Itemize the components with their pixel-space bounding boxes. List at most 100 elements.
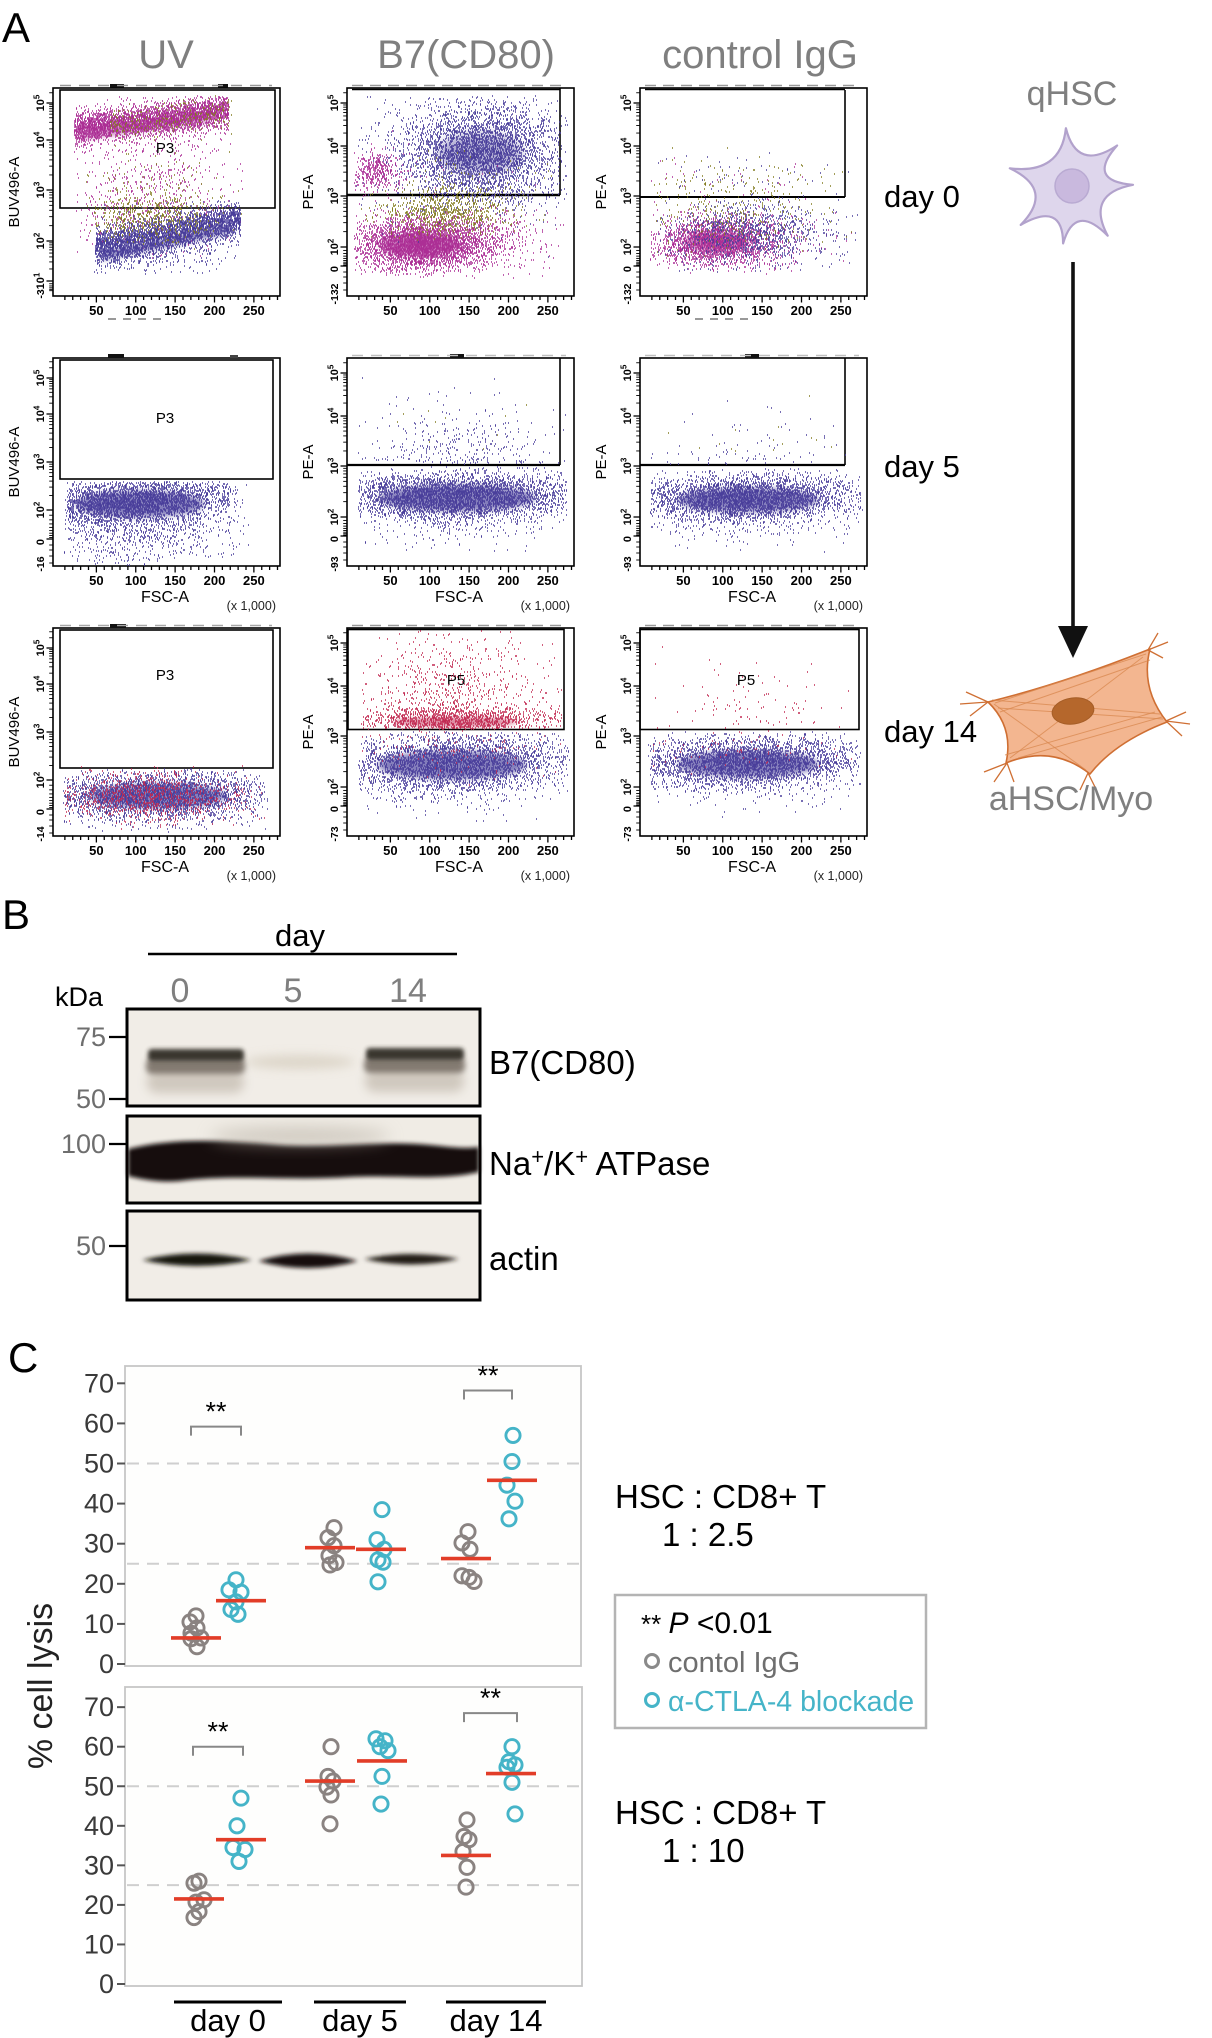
svg-text:250: 250: [243, 573, 265, 588]
svg-text:250: 250: [830, 843, 852, 858]
svg-text:day 5: day 5: [884, 449, 960, 484]
svg-text:B7(CD80): B7(CD80): [377, 33, 555, 77]
svg-text:-73: -73: [329, 826, 341, 841]
svg-text:50: 50: [76, 1231, 106, 1261]
svg-text:0: 0: [622, 806, 634, 812]
svg-text:250: 250: [243, 843, 265, 858]
svg-text:10: 10: [84, 1609, 114, 1639]
svg-text:(x 1,000): (x 1,000): [814, 869, 863, 883]
svg-text:UV: UV: [138, 33, 194, 77]
svg-text:qHSC: qHSC: [1027, 75, 1118, 113]
svg-text:0: 0: [329, 266, 341, 272]
svg-text:250: 250: [243, 303, 265, 318]
svg-text:PE-A: PE-A: [593, 174, 610, 209]
svg-text:P5: P5: [447, 672, 465, 689]
svg-text:50: 50: [383, 843, 397, 858]
svg-text:PE-A: PE-A: [300, 174, 317, 209]
svg-text:100: 100: [712, 303, 734, 318]
svg-text:day 0: day 0: [884, 179, 960, 214]
svg-text:P3: P3: [156, 140, 174, 157]
svg-text:150: 150: [458, 573, 480, 588]
svg-text:**: **: [207, 1717, 229, 1747]
svg-text:150: 150: [751, 843, 773, 858]
svg-text:-16: -16: [35, 556, 47, 571]
svg-text:100: 100: [419, 573, 441, 588]
svg-text:(x 1,000): (x 1,000): [814, 599, 863, 613]
svg-text:(x 1,000): (x 1,000): [227, 599, 276, 613]
svg-text:250: 250: [537, 303, 559, 318]
svg-text:30: 30: [84, 1529, 114, 1559]
svg-text:40: 40: [84, 1489, 114, 1519]
svg-text:100: 100: [419, 303, 441, 318]
svg-text:**: **: [477, 1361, 499, 1391]
svg-text:50: 50: [84, 1449, 114, 1479]
svg-text:70: 70: [84, 1368, 114, 1398]
svg-text:100: 100: [61, 1129, 106, 1159]
svg-text:50: 50: [383, 303, 397, 318]
svg-text:day 14: day 14: [884, 714, 977, 749]
svg-text:**: **: [205, 1397, 227, 1427]
svg-text:0: 0: [171, 972, 190, 1010]
svg-text:1 : 10: 1 : 10: [662, 1832, 745, 1869]
svg-text:0: 0: [622, 266, 634, 272]
svg-text:HSC : CD8+ T: HSC : CD8+ T: [615, 1794, 826, 1831]
svg-text:200: 200: [791, 843, 813, 858]
svg-text:-3: -3: [35, 289, 47, 298]
svg-text:250: 250: [830, 303, 852, 318]
svg-text:250: 250: [537, 573, 559, 588]
svg-text:day 5: day 5: [322, 2003, 398, 2038]
svg-text:70: 70: [84, 1692, 114, 1722]
svg-text:-93: -93: [622, 556, 634, 571]
svg-text:0: 0: [99, 1969, 114, 1999]
svg-text:P5: P5: [737, 672, 755, 689]
svg-text:**: **: [480, 1683, 502, 1713]
svg-text:150: 150: [458, 303, 480, 318]
svg-text:250: 250: [830, 573, 852, 588]
svg-text:50: 50: [676, 573, 690, 588]
svg-text:20: 20: [84, 1890, 114, 1920]
svg-text:actin: actin: [489, 1240, 559, 1277]
svg-text:40: 40: [84, 1811, 114, 1841]
svg-text:200: 200: [498, 303, 520, 318]
svg-text:50: 50: [676, 843, 690, 858]
svg-text:0: 0: [35, 809, 47, 815]
svg-text:200: 200: [498, 843, 520, 858]
svg-text:150: 150: [458, 843, 480, 858]
svg-text:BUV496-A: BUV496-A: [6, 427, 23, 498]
svg-text:60: 60: [84, 1408, 114, 1438]
svg-text:50: 50: [84, 1771, 114, 1801]
svg-text:200: 200: [498, 573, 520, 588]
svg-text:PE-A: PE-A: [300, 444, 317, 479]
svg-text:-73: -73: [622, 826, 634, 841]
svg-text:(x 1,000): (x 1,000): [521, 599, 570, 613]
svg-text:200: 200: [204, 573, 226, 588]
svg-text:14: 14: [389, 972, 427, 1010]
svg-text:150: 150: [751, 573, 773, 588]
svg-text:-132: -132: [622, 283, 634, 304]
svg-text:Na+/K+ ATPase: Na+/K+ ATPase: [489, 1144, 710, 1182]
svg-text:PE-A: PE-A: [593, 714, 610, 749]
svg-text:contol IgG: contol IgG: [668, 1647, 800, 1679]
svg-text:-93: -93: [329, 556, 341, 571]
svg-text:FSC-A: FSC-A: [435, 859, 483, 876]
svg-text:100: 100: [712, 573, 734, 588]
svg-text:A: A: [2, 4, 30, 51]
svg-text:60: 60: [84, 1732, 114, 1762]
svg-text:day: day: [275, 918, 325, 953]
svg-text:aHSC/Myo: aHSC/Myo: [989, 780, 1153, 818]
svg-text:50: 50: [89, 843, 103, 858]
svg-text:FSC-A: FSC-A: [435, 589, 483, 606]
svg-text:-132: -132: [329, 283, 341, 304]
svg-text:30: 30: [84, 1850, 114, 1880]
svg-text:day 0: day 0: [190, 2003, 266, 2038]
svg-text:150: 150: [164, 303, 186, 318]
svg-text:50: 50: [89, 573, 103, 588]
svg-text:1 : 2.5: 1 : 2.5: [662, 1516, 754, 1553]
svg-text:100: 100: [712, 843, 734, 858]
svg-text:α-CTLA-4 blockade: α-CTLA-4 blockade: [668, 1686, 914, 1718]
svg-text:B: B: [2, 891, 30, 938]
svg-text:150: 150: [164, 843, 186, 858]
svg-text:PE-A: PE-A: [593, 444, 610, 479]
svg-text:50: 50: [383, 573, 397, 588]
svg-text:-14: -14: [35, 826, 47, 841]
